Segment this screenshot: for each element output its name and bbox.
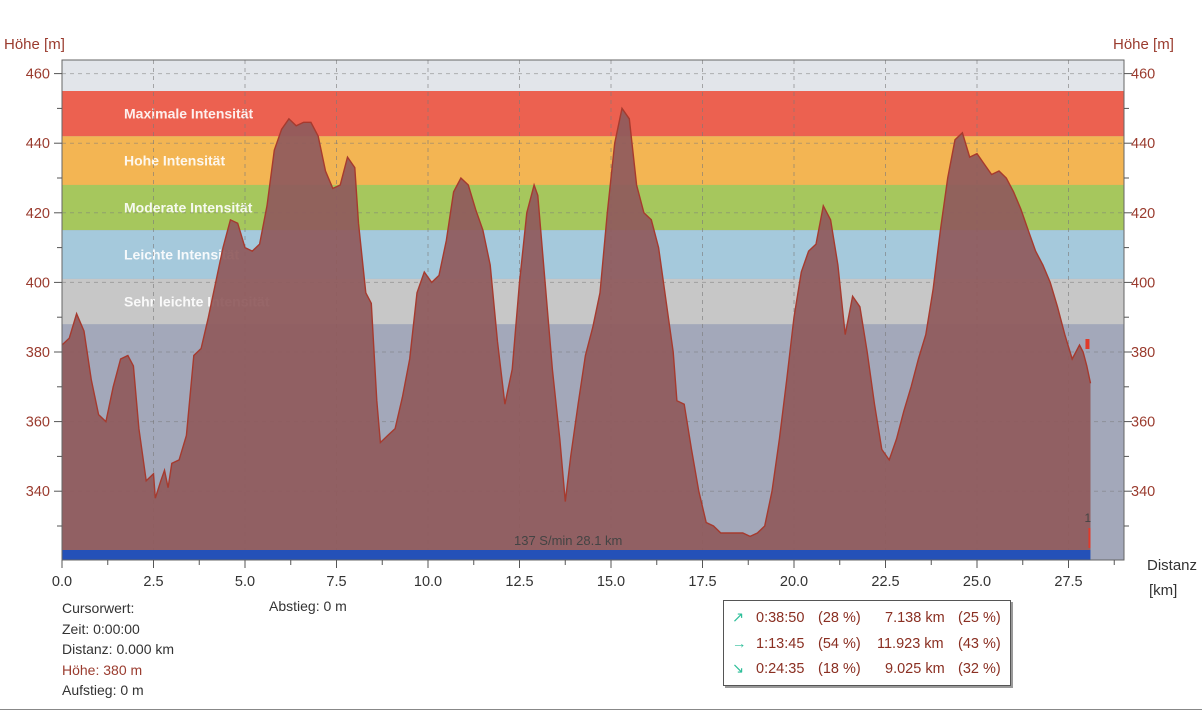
cursor-info-distance: Distanz: 0.000 km [62,641,175,657]
profile-annotation: 137 S/min 28.1 km [514,533,622,548]
stats-time-pct: (18 %) [818,661,861,677]
end-marker-bar [1088,528,1091,548]
x-tick-label: 5.0 [235,574,255,590]
arrow-down-right-icon: ↘ [732,661,745,677]
y-tick-label-right: 400 [1131,275,1155,291]
x-tick-label: 22.5 [871,574,899,590]
plot-top-band [62,60,1124,91]
x-tick-label: 15.0 [597,574,625,590]
x-tick-label: 20.0 [780,574,808,590]
stats-distance-pct: (25 %) [958,610,1001,626]
gradient-stats-box: ↗ 0:38:50 (28 %) 7.138 km (25 %) → 1:13:… [723,600,1011,686]
cursor-info-time: Zeit: 0:00:00 [62,620,140,637]
x-axis-label: Distanz [1147,557,1198,574]
progress-bar [62,550,1091,560]
y-tick-label-left: 360 [26,415,50,431]
y-tick-label-right: 420 [1131,206,1155,222]
intensity-zone-label: Maximale Intensität [124,106,253,122]
x-tick-label: 27.5 [1054,574,1082,590]
stats-time: 0:38:50 [756,610,805,626]
y-tick-label-right: 440 [1131,136,1155,152]
stats-time: 0:24:35 [756,661,805,677]
y-tick-label-left: 400 [26,275,50,291]
y-tick-label-right: 340 [1131,484,1155,500]
x-tick-label: 0.0 [52,574,72,590]
cursor-info-height: Höhe: 380 m [62,661,143,678]
intensity-zone-label: Leichte Intensität [124,247,239,263]
x-tick-label: 7.5 [326,574,346,590]
y-tick-label-left: 420 [26,206,50,222]
elevation-line [61,106,1092,538]
intensity-zone-label: Hohe Intensität [124,153,225,169]
intensity-zone [62,91,1124,137]
x-tick-label: 2.5 [143,574,163,590]
stats-time-pct: (54 %) [818,636,861,652]
y-tick-label-left: 440 [26,136,50,152]
y-tick-label-left: 340 [26,484,50,500]
x-tick-label: 17.5 [688,574,716,590]
intensity-zone-label: Moderate Intensität [124,200,253,216]
plot-frame [61,59,1125,561]
stats-time-pct: (28 %) [818,610,861,626]
y-tick-label-left: 380 [26,345,50,361]
stats-time: 1:13:45 [756,636,805,652]
y-tick-label-right: 380 [1131,345,1155,361]
cursor-info-title: Cursorwert: [62,600,135,616]
arrow-up-right-icon: ↗ [732,610,745,626]
x-axis-unit: [km] [1149,582,1178,599]
stats-distance-pct: (32 %) [958,661,1001,677]
x-tick-label: 25.0 [963,574,991,590]
cursor-info-ascent: Aufstieg: 0 m [62,682,144,698]
stats-distance: 11.923 km [877,636,944,652]
bottom-divider [0,709,1202,710]
cursor-info-descent: Abstieg: 0 m [269,598,347,614]
intensity-zone [62,136,1124,185]
end-marker-label: 1 [1084,511,1091,525]
y-tick-label-right: 460 [1131,67,1155,83]
arrow-right-icon: → [732,636,747,652]
elevation-area [62,108,1091,551]
y-axis-label-left: Höhe [m] [4,36,65,53]
y-tick-label-left: 460 [26,67,50,83]
cursor-info: Cursorwert: Zeit: 0:00:00 Distanz: 0.000… [62,598,174,701]
end-marker [1085,339,1090,349]
stats-distance-pct: (43 %) [958,636,1001,652]
y-axis-label-right: Höhe [m] [1113,36,1174,53]
x-tick-label: 10.0 [414,574,442,590]
x-tick-label: 12.5 [505,574,533,590]
stats-distance: 9.025 km [885,661,945,677]
y-tick-label-right: 360 [1131,415,1155,431]
stats-distance: 7.138 km [885,610,945,626]
